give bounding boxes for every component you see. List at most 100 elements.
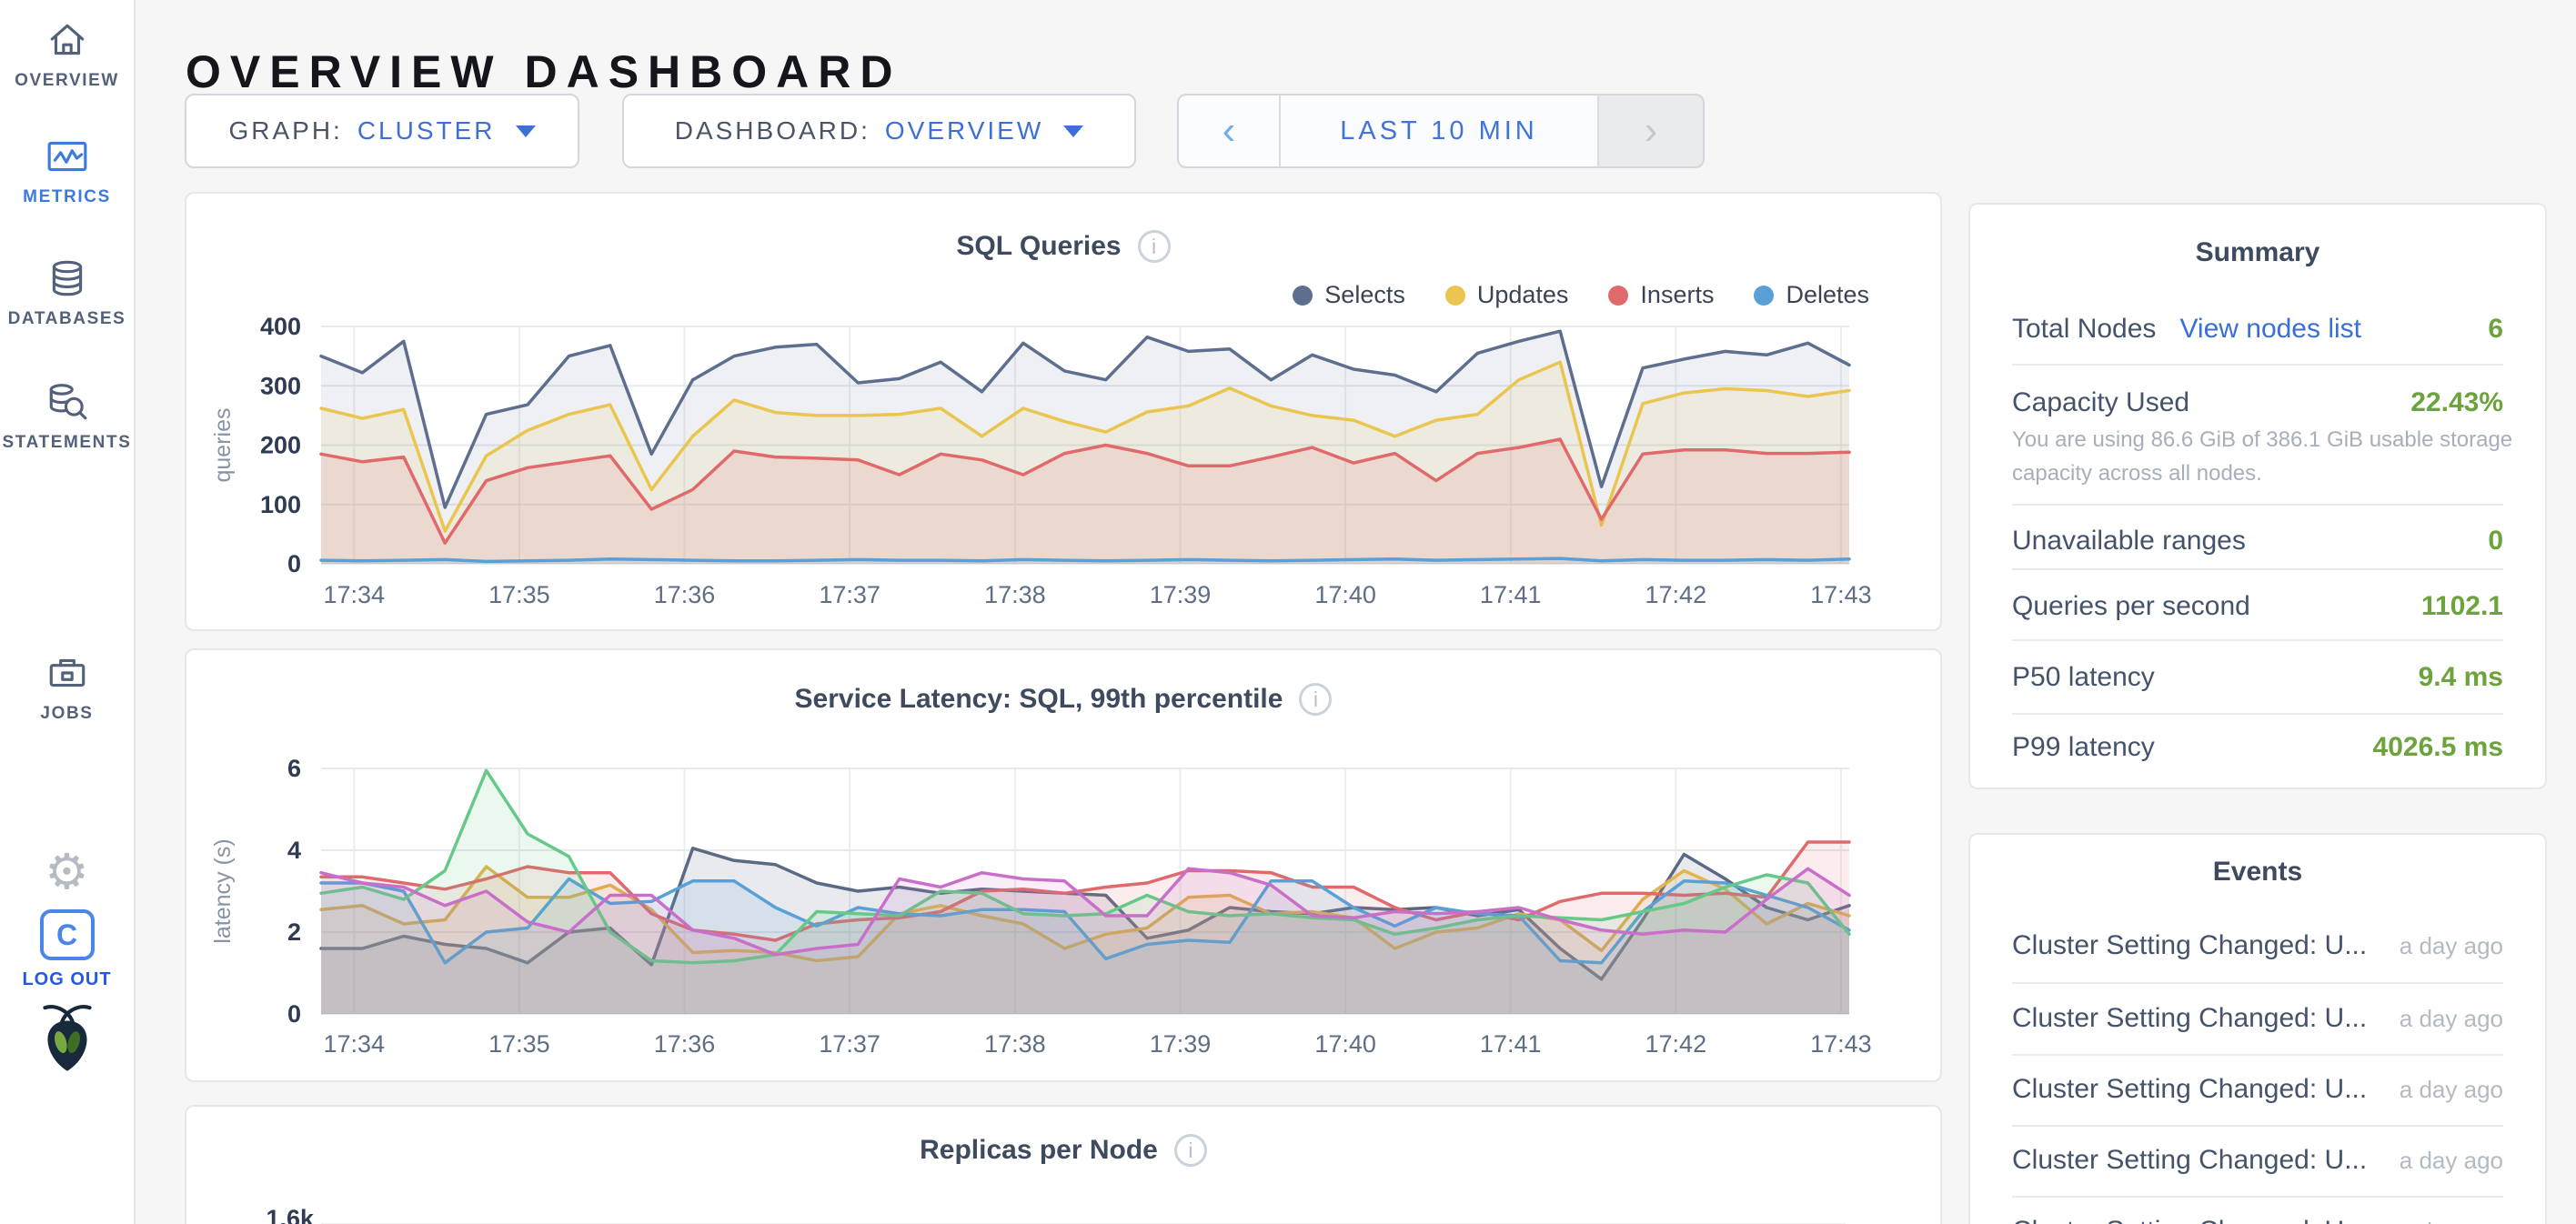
- dashboard-dropdown-label: DASHBOARD:: [674, 116, 870, 145]
- event-row[interactable]: Cluster Setting Changed: U... a day ago: [2012, 1140, 2503, 1180]
- legend-item-inserts[interactable]: Inserts: [1608, 281, 1714, 309]
- divider: [2012, 1125, 2503, 1127]
- sidebar-item-overview[interactable]: OVERVIEW: [0, 18, 134, 91]
- summary-label: Total Nodes: [2012, 314, 2157, 344]
- service-latency-chart[interactable]: 17:34 17:35 17:36 17:37 17:38 17:39 17:40 17:41…: [186, 650, 1944, 1084]
- legend-label: Deletes: [1786, 281, 1869, 308]
- legend-dot: [1293, 285, 1313, 306]
- divider: [2012, 1054, 2503, 1056]
- svg-text:17:38: 17:38: [984, 581, 1046, 608]
- svg-text:17:41: 17:41: [1480, 1030, 1542, 1058]
- svg-text:17:41: 17:41: [1480, 581, 1542, 608]
- svg-text:17:42: 17:42: [1645, 1030, 1707, 1058]
- event-label: Cluster Setting Changed: U...: [2012, 1003, 2368, 1033]
- sidebar-item-label: DATABASES: [7, 309, 126, 328]
- summary-row-p99-latency: P99 latency 4026.5 ms: [2012, 727, 2503, 768]
- page-title: OVERVIEW DASHBOARD: [186, 45, 902, 97]
- divider: [2012, 639, 2503, 641]
- sidebar-item-databases[interactable]: DATABASES: [0, 256, 134, 329]
- graph-dropdown-value: CLUSTER: [357, 116, 496, 145]
- divider: [2012, 568, 2503, 570]
- svg-text:latency (s): latency (s): [210, 838, 236, 943]
- chart-title: Service Latency: SQL, 99th percentile: [794, 684, 1283, 714]
- info-icon[interactable]: i: [1137, 230, 1171, 263]
- summary-label: P99 latency: [2012, 732, 2155, 762]
- divider: [2012, 982, 2503, 984]
- svg-text:17:35: 17:35: [488, 581, 550, 608]
- database-icon: [52, 260, 82, 296]
- summary-label: Unavailable ranges: [2012, 526, 2246, 556]
- statements-icon: [49, 384, 86, 420]
- svg-text:17:34: 17:34: [323, 581, 385, 608]
- home-icon: [50, 24, 84, 55]
- svg-text:17:39: 17:39: [1150, 1030, 1212, 1058]
- chart-title: SQL Queries: [956, 231, 1122, 261]
- graph-dropdown[interactable]: GRAPH: CLUSTER: [185, 94, 579, 168]
- legend-item-selects[interactable]: Selects: [1293, 281, 1405, 309]
- event-row[interactable]: Cluster Setting Changed: U... a day ago: [2012, 926, 2503, 966]
- info-icon[interactable]: i: [1173, 1134, 1207, 1167]
- event-time: a day ago: [2399, 1004, 2503, 1032]
- event-row[interactable]: Cluster Setting Changed: U... a day ago: [2012, 1211, 2503, 1224]
- summary-row-total-nodes: Total Nodes View nodes list 6: [2012, 309, 2503, 349]
- y-axis-tick: 1.6k: [266, 1205, 314, 1224]
- summary-value: 0: [2488, 526, 2503, 556]
- event-time: a day ago: [2399, 1146, 2503, 1174]
- sidebar-item-label: JOBS: [40, 704, 94, 723]
- graph-dropdown-label: GRAPH:: [228, 116, 343, 145]
- summary-title: Summary: [2195, 237, 2320, 267]
- legend-item-updates[interactable]: Updates: [1444, 281, 1568, 309]
- svg-text:17:39: 17:39: [1150, 581, 1212, 608]
- summary-value: 6: [2488, 314, 2503, 344]
- time-range-selector: ‹ LAST 10 MIN ›: [1177, 94, 1705, 168]
- event-row[interactable]: Cluster Setting Changed: U... a day ago: [2012, 1069, 2503, 1109]
- event-time: a day ago: [2400, 1218, 2503, 1224]
- svg-text:queries: queries: [210, 408, 236, 483]
- events-title: Events: [2212, 857, 2303, 887]
- svg-text:17:42: 17:42: [1645, 581, 1707, 608]
- svg-text:4: 4: [287, 837, 301, 864]
- event-label: Cluster Setting Changed: U...: [2012, 930, 2368, 960]
- svg-text:17:40: 17:40: [1314, 1030, 1376, 1058]
- chart-title: Replicas per Node: [920, 1135, 1158, 1165]
- cockroachdb-logo[interactable]: [0, 1000, 134, 1082]
- cockroach-c-icon: C: [39, 909, 95, 960]
- event-label: Cluster Setting Changed: U...: [2012, 1216, 2367, 1224]
- svg-text:17:37: 17:37: [819, 581, 880, 608]
- summary-row-queries-per-second: Queries per second 1102.1: [2012, 587, 2503, 627]
- settings-gear-icon[interactable]: ⚙: [45, 845, 89, 899]
- events-panel: Events Cluster Setting Changed: U... a d…: [1968, 833, 2547, 1224]
- sql-queries-chart[interactable]: 17:34 17:35 17:36 17:37 17:38 17:39 17:40 17:41…: [186, 194, 1944, 633]
- info-icon[interactable]: i: [1299, 683, 1333, 716]
- caret-down-icon: [1063, 125, 1084, 137]
- event-time: a day ago: [2399, 931, 2503, 959]
- svg-text:17:35: 17:35: [488, 1030, 550, 1058]
- svg-text:100: 100: [260, 491, 301, 518]
- summary-value: 4026.5 ms: [2372, 732, 2503, 762]
- svg-text:17:37: 17:37: [819, 1030, 880, 1058]
- svg-text:17:36: 17:36: [654, 581, 716, 608]
- view-nodes-list-link[interactable]: View nodes list: [2179, 314, 2361, 344]
- sidebar-item-statements[interactable]: STATEMENTS: [0, 380, 134, 453]
- divider: [2012, 504, 2503, 506]
- jobs-icon: [49, 658, 85, 687]
- svg-text:0: 0: [287, 1000, 301, 1028]
- svg-text:0: 0: [287, 550, 301, 577]
- chevron-left-icon: ‹: [1222, 108, 1236, 153]
- logout-button[interactable]: C LOG OUT: [0, 909, 134, 990]
- event-row[interactable]: Cluster Setting Changed: U... a day ago: [2012, 998, 2503, 1038]
- svg-text:17:36: 17:36: [654, 1030, 716, 1058]
- legend-item-deletes[interactable]: Deletes: [1754, 281, 1869, 309]
- sidebar-item-jobs[interactable]: JOBS: [0, 651, 134, 724]
- divider: [2012, 713, 2503, 715]
- time-range-value[interactable]: LAST 10 MIN: [1340, 115, 1538, 145]
- time-range-prev-button[interactable]: ‹: [1179, 95, 1281, 166]
- event-label: Cluster Setting Changed: U...: [2012, 1145, 2368, 1175]
- svg-text:2: 2: [287, 918, 301, 946]
- legend-label: Selects: [1324, 281, 1405, 308]
- dashboard-dropdown[interactable]: DASHBOARD: OVERVIEW: [622, 94, 1136, 168]
- time-range-next-button[interactable]: ›: [1597, 95, 1703, 166]
- replicas-per-node-panel: Replicas per Node i 1.6k: [185, 1105, 1942, 1224]
- metrics-icon: [47, 141, 86, 172]
- sidebar-item-metrics[interactable]: METRICS: [0, 135, 134, 207]
